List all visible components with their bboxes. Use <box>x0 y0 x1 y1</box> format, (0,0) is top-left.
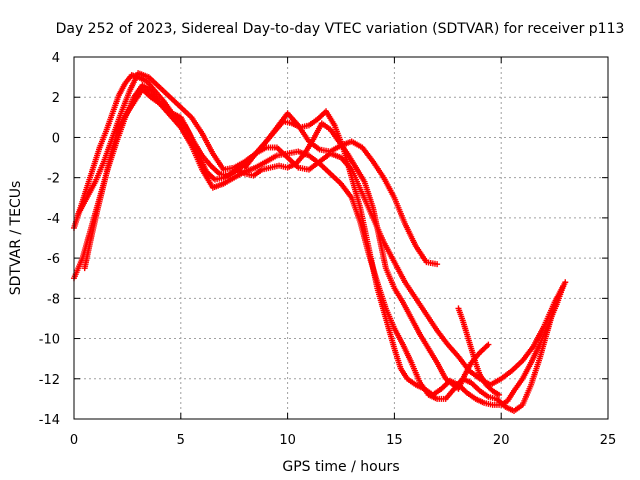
x-tick-label: 25 <box>600 433 617 448</box>
data-point <box>434 261 441 268</box>
y-tick-label: -10 <box>39 333 60 348</box>
y-tick-label: 2 <box>52 91 60 106</box>
tick-labels: 0 5 10 15 20 25 -14 -12 -10 -8 -6 -4 -2 0 2 4 <box>39 51 617 448</box>
plot-frame <box>73 56 609 420</box>
y-tick-label: 0 <box>52 131 60 146</box>
chart-title: Day 252 of 2023, Sidereal Day-to-day VTE… <box>56 21 625 37</box>
y-tick-label: -2 <box>47 172 60 187</box>
y-tick-label: -12 <box>39 373 60 388</box>
x-tick-label: 0 <box>70 433 78 448</box>
x-axis-label: GPS time / hours <box>282 459 399 475</box>
x-tick-label: 20 <box>493 433 510 448</box>
series-4 <box>81 86 492 392</box>
grid <box>74 57 608 419</box>
x-tick-label: 5 <box>177 433 185 448</box>
data-point <box>485 341 492 348</box>
x-tick-label: 15 <box>386 433 403 448</box>
y-tick-label: -6 <box>47 252 60 267</box>
series-1 <box>71 72 567 408</box>
y-tick-label: -14 <box>39 413 60 428</box>
x-tick-label: 10 <box>279 433 296 448</box>
series-6 <box>455 305 503 398</box>
y-axis-label: SDTVAR / TECUs <box>8 181 24 296</box>
series-5 <box>241 110 441 268</box>
y-tick-label: -8 <box>47 292 60 307</box>
y-tick-label: -4 <box>47 212 60 227</box>
data-point <box>562 279 569 286</box>
data-point <box>496 391 503 398</box>
y-tick-label: 4 <box>52 51 60 66</box>
data-marks <box>71 70 569 414</box>
